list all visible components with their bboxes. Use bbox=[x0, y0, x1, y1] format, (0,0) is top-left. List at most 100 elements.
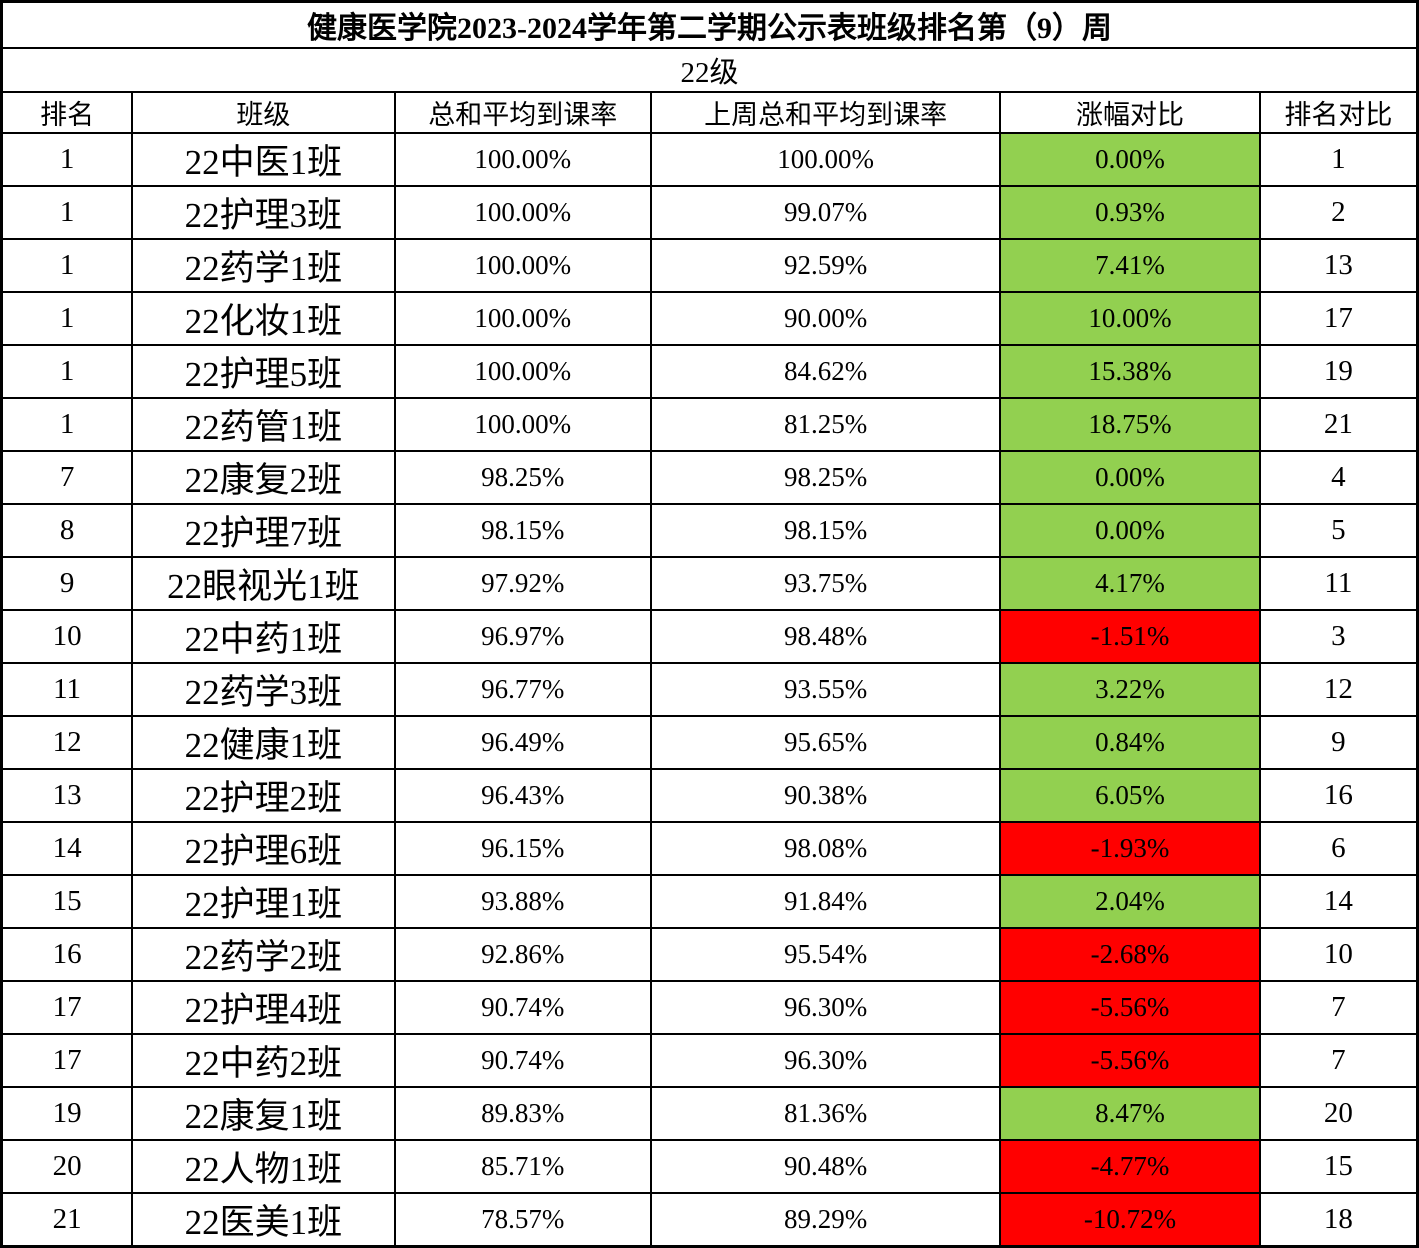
current-rate-cell: 93.88% bbox=[393, 874, 653, 929]
change-cell: 8.47% bbox=[999, 1086, 1261, 1141]
last-week-rate-cell: 99.07% bbox=[649, 185, 1002, 240]
current-rate-cell: 90.74% bbox=[393, 1033, 653, 1088]
rank-compare-cell: 3 bbox=[1258, 609, 1419, 664]
current-rate-cell: 90.74% bbox=[393, 980, 653, 1035]
last-week-rate-cell: 93.55% bbox=[649, 662, 1002, 717]
class-name-cell: 22护理3班 bbox=[131, 185, 396, 240]
column-header-row: 排名 班级 总和平均到课率 上周总和平均到课率 涨幅对比 排名对比 bbox=[0, 91, 1419, 134]
rank-cell: 1 bbox=[0, 291, 134, 346]
rank-cell: 14 bbox=[0, 821, 134, 876]
change-cell: 10.00% bbox=[999, 291, 1261, 346]
rank-cell: 1 bbox=[0, 185, 134, 240]
table-row: 1 22药学1班 100.00% 92.59% 7.41% 13 bbox=[0, 238, 1419, 293]
column-header-rank-compare: 排名对比 bbox=[1258, 91, 1419, 134]
grade-subtitle: 22级 bbox=[0, 47, 1419, 93]
rank-compare-cell: 15 bbox=[1258, 1139, 1419, 1194]
rank-cell: 15 bbox=[0, 874, 134, 929]
change-cell: -10.72% bbox=[999, 1192, 1261, 1248]
class-name-cell: 22护理1班 bbox=[131, 874, 396, 929]
last-week-rate-cell: 98.48% bbox=[649, 609, 1002, 664]
rank-cell: 1 bbox=[0, 397, 134, 452]
rank-cell: 17 bbox=[0, 1033, 134, 1088]
table-row: 1 22化妆1班 100.00% 90.00% 10.00% 17 bbox=[0, 291, 1419, 346]
table-row: 1 22中医1班 100.00% 100.00% 0.00% 1 bbox=[0, 132, 1419, 187]
last-week-rate-cell: 81.36% bbox=[649, 1086, 1002, 1141]
change-cell: 7.41% bbox=[999, 238, 1261, 293]
column-header-current-rate: 总和平均到课率 bbox=[393, 91, 653, 134]
table-row: 8 22护理7班 98.15% 98.15% 0.00% 5 bbox=[0, 503, 1419, 558]
table-row: 1 22护理3班 100.00% 99.07% 0.93% 2 bbox=[0, 185, 1419, 240]
last-week-rate-cell: 90.48% bbox=[649, 1139, 1002, 1194]
current-rate-cell: 85.71% bbox=[393, 1139, 653, 1194]
class-name-cell: 22康复2班 bbox=[131, 450, 396, 505]
change-cell: 4.17% bbox=[999, 556, 1261, 611]
table-row: 17 22护理4班 90.74% 96.30% -5.56% 7 bbox=[0, 980, 1419, 1035]
current-rate-cell: 92.86% bbox=[393, 927, 653, 982]
class-name-cell: 22康复1班 bbox=[131, 1086, 396, 1141]
table-row: 17 22中药2班 90.74% 96.30% -5.56% 7 bbox=[0, 1033, 1419, 1088]
class-name-cell: 22护理7班 bbox=[131, 503, 396, 558]
table-row: 1 22护理5班 100.00% 84.62% 15.38% 19 bbox=[0, 344, 1419, 399]
class-name-cell: 22中药2班 bbox=[131, 1033, 396, 1088]
rank-compare-cell: 19 bbox=[1258, 344, 1419, 399]
table-row: 9 22眼视光1班 97.92% 93.75% 4.17% 11 bbox=[0, 556, 1419, 611]
rank-cell: 1 bbox=[0, 132, 134, 187]
column-header-change: 涨幅对比 bbox=[999, 91, 1261, 134]
table-row: 1 22药管1班 100.00% 81.25% 18.75% 21 bbox=[0, 397, 1419, 452]
class-name-cell: 22人物1班 bbox=[131, 1139, 396, 1194]
rank-compare-cell: 16 bbox=[1258, 768, 1419, 823]
change-cell: 0.00% bbox=[999, 450, 1261, 505]
class-name-cell: 22眼视光1班 bbox=[131, 556, 396, 611]
column-header-rank: 排名 bbox=[0, 91, 134, 134]
rank-cell: 1 bbox=[0, 344, 134, 399]
table-row: 20 22人物1班 85.71% 90.48% -4.77% 15 bbox=[0, 1139, 1419, 1194]
class-name-cell: 22健康1班 bbox=[131, 715, 396, 770]
rank-cell: 8 bbox=[0, 503, 134, 558]
rank-cell: 9 bbox=[0, 556, 134, 611]
rank-cell: 10 bbox=[0, 609, 134, 664]
last-week-rate-cell: 98.15% bbox=[649, 503, 1002, 558]
class-name-cell: 22医美1班 bbox=[131, 1192, 396, 1248]
rank-compare-cell: 14 bbox=[1258, 874, 1419, 929]
change-cell: 0.84% bbox=[999, 715, 1261, 770]
subtitle-row: 22级 bbox=[0, 47, 1419, 93]
change-cell: 6.05% bbox=[999, 768, 1261, 823]
current-rate-cell: 98.15% bbox=[393, 503, 653, 558]
rank-cell: 16 bbox=[0, 927, 134, 982]
current-rate-cell: 96.15% bbox=[393, 821, 653, 876]
last-week-rate-cell: 90.00% bbox=[649, 291, 1002, 346]
rank-compare-cell: 4 bbox=[1258, 450, 1419, 505]
last-week-rate-cell: 90.38% bbox=[649, 768, 1002, 823]
rank-cell: 19 bbox=[0, 1086, 134, 1141]
rank-compare-cell: 17 bbox=[1258, 291, 1419, 346]
current-rate-cell: 89.83% bbox=[393, 1086, 653, 1141]
change-cell: -2.68% bbox=[999, 927, 1261, 982]
last-week-rate-cell: 81.25% bbox=[649, 397, 1002, 452]
table-row: 15 22护理1班 93.88% 91.84% 2.04% 14 bbox=[0, 874, 1419, 929]
current-rate-cell: 78.57% bbox=[393, 1192, 653, 1248]
page-title: 健康医学院2023-2024学年第二学期公示表班级排名第（9）周 bbox=[0, 0, 1419, 49]
current-rate-cell: 97.92% bbox=[393, 556, 653, 611]
rank-compare-cell: 20 bbox=[1258, 1086, 1419, 1141]
title-row: 健康医学院2023-2024学年第二学期公示表班级排名第（9）周 bbox=[0, 0, 1419, 49]
current-rate-cell: 98.25% bbox=[393, 450, 653, 505]
last-week-rate-cell: 98.25% bbox=[649, 450, 1002, 505]
current-rate-cell: 96.97% bbox=[393, 609, 653, 664]
rank-compare-cell: 6 bbox=[1258, 821, 1419, 876]
rank-cell: 11 bbox=[0, 662, 134, 717]
current-rate-cell: 96.49% bbox=[393, 715, 653, 770]
last-week-rate-cell: 95.65% bbox=[649, 715, 1002, 770]
class-name-cell: 22药管1班 bbox=[131, 397, 396, 452]
rank-compare-cell: 9 bbox=[1258, 715, 1419, 770]
rank-cell: 17 bbox=[0, 980, 134, 1035]
rank-compare-cell: 7 bbox=[1258, 1033, 1419, 1088]
rank-cell: 12 bbox=[0, 715, 134, 770]
last-week-rate-cell: 84.62% bbox=[649, 344, 1002, 399]
change-cell: 3.22% bbox=[999, 662, 1261, 717]
current-rate-cell: 100.00% bbox=[393, 291, 653, 346]
rank-cell: 7 bbox=[0, 450, 134, 505]
class-name-cell: 22中医1班 bbox=[131, 132, 396, 187]
change-cell: -1.93% bbox=[999, 821, 1261, 876]
current-rate-cell: 100.00% bbox=[393, 132, 653, 187]
